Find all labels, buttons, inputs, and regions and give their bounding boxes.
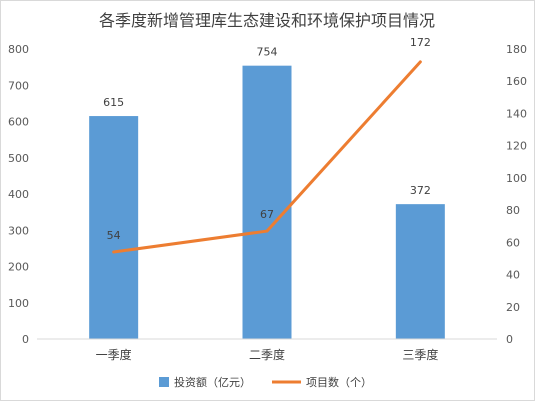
y-right-tick-label: 60 bbox=[506, 236, 520, 249]
y-left-tick-label: 200 bbox=[8, 261, 29, 274]
bar-data-label: 372 bbox=[410, 184, 431, 197]
bar-1 bbox=[89, 116, 139, 339]
y-right-tick-label: 120 bbox=[506, 140, 527, 153]
y-left-tick-label: 500 bbox=[8, 152, 29, 165]
category-label: 三季度 bbox=[402, 347, 438, 362]
right-axis: 0 20 40 60 80 100 120 140 160 180 bbox=[506, 43, 527, 346]
y-left-tick-label: 400 bbox=[8, 188, 29, 201]
y-right-tick-label: 40 bbox=[506, 269, 520, 282]
y-right-tick-label: 180 bbox=[506, 43, 527, 56]
y-right-tick-label: 140 bbox=[506, 107, 527, 120]
y-right-tick-label: 100 bbox=[506, 172, 527, 185]
category-label: 一季度 bbox=[96, 347, 132, 362]
y-right-tick-label: 20 bbox=[506, 301, 520, 314]
bar-data-label: 754 bbox=[257, 46, 278, 59]
legend-label-bar: 投资额（亿元） bbox=[174, 375, 251, 389]
x-axis: 一季度 二季度 三季度 bbox=[37, 338, 497, 362]
y-left-tick-label: 300 bbox=[8, 224, 29, 237]
line-series bbox=[112, 60, 422, 254]
y-left-tick-label: 700 bbox=[8, 79, 29, 92]
y-left-tick-label: 600 bbox=[8, 116, 29, 129]
bar-2 bbox=[242, 65, 292, 340]
y-left-tick-label: 0 bbox=[22, 333, 29, 346]
left-axis: 0 100 200 300 400 500 600 700 800 bbox=[8, 43, 29, 346]
legend: 投资额（亿元） 项目数（个） bbox=[159, 375, 372, 389]
bar-series bbox=[89, 65, 445, 340]
category-label: 二季度 bbox=[249, 347, 285, 362]
line-data-label: 172 bbox=[410, 36, 431, 49]
y-right-tick-label: 160 bbox=[506, 75, 527, 88]
line-path bbox=[112, 60, 422, 254]
y-right-tick-label: 0 bbox=[506, 333, 513, 346]
line-data-label: 54 bbox=[107, 229, 121, 242]
line-data-label: 67 bbox=[260, 208, 274, 221]
chart-title: 各季度新增管理库生态建设和环境保护项目情况 bbox=[99, 11, 435, 30]
legend-swatch-bar bbox=[159, 377, 169, 387]
legend-label-line: 项目数（个） bbox=[306, 376, 372, 389]
bar-data-label: 615 bbox=[103, 96, 124, 109]
y-right-tick-label: 80 bbox=[506, 204, 520, 217]
bar-3 bbox=[395, 204, 445, 339]
data-labels: 615 754 372 54 67 172 bbox=[103, 36, 431, 242]
y-left-tick-label: 800 bbox=[8, 43, 29, 56]
y-left-tick-label: 100 bbox=[8, 297, 29, 310]
